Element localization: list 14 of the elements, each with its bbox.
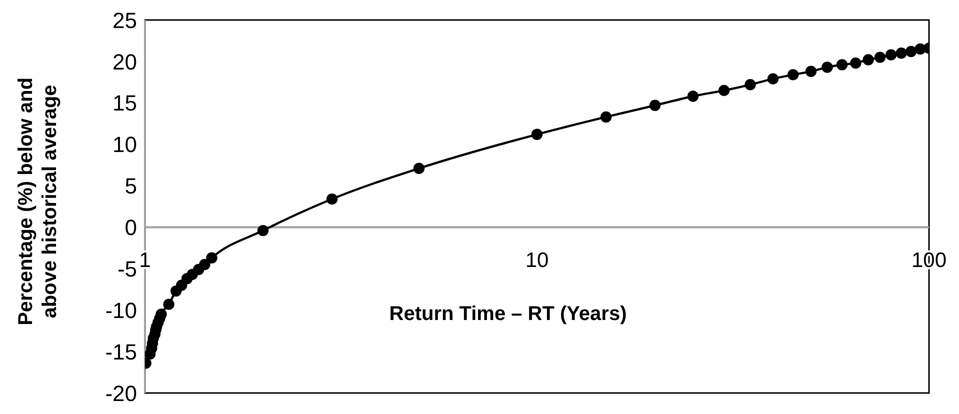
y-tick-label: 20 <box>112 49 137 74</box>
y-tick-label: -20 <box>105 380 137 406</box>
y-tick-label: -15 <box>105 339 137 364</box>
y-tick-label: 15 <box>112 90 137 116</box>
y-tick-label: -5 <box>117 256 137 282</box>
x-tick-label: 1 <box>139 249 151 272</box>
x-axis-title: Return Time – RT (Years) <box>388 303 628 326</box>
y-tick-label: -10 <box>105 298 137 323</box>
y-tick-label: 10 <box>112 132 137 158</box>
y-axis-title: Percentage (%) below and above historical average <box>15 78 61 326</box>
x-tick-label: 10 <box>525 249 549 272</box>
y-tick-label: 25 <box>112 8 137 33</box>
y-tick-label: 0 <box>124 215 137 240</box>
y-tick-label: 5 <box>124 174 137 199</box>
